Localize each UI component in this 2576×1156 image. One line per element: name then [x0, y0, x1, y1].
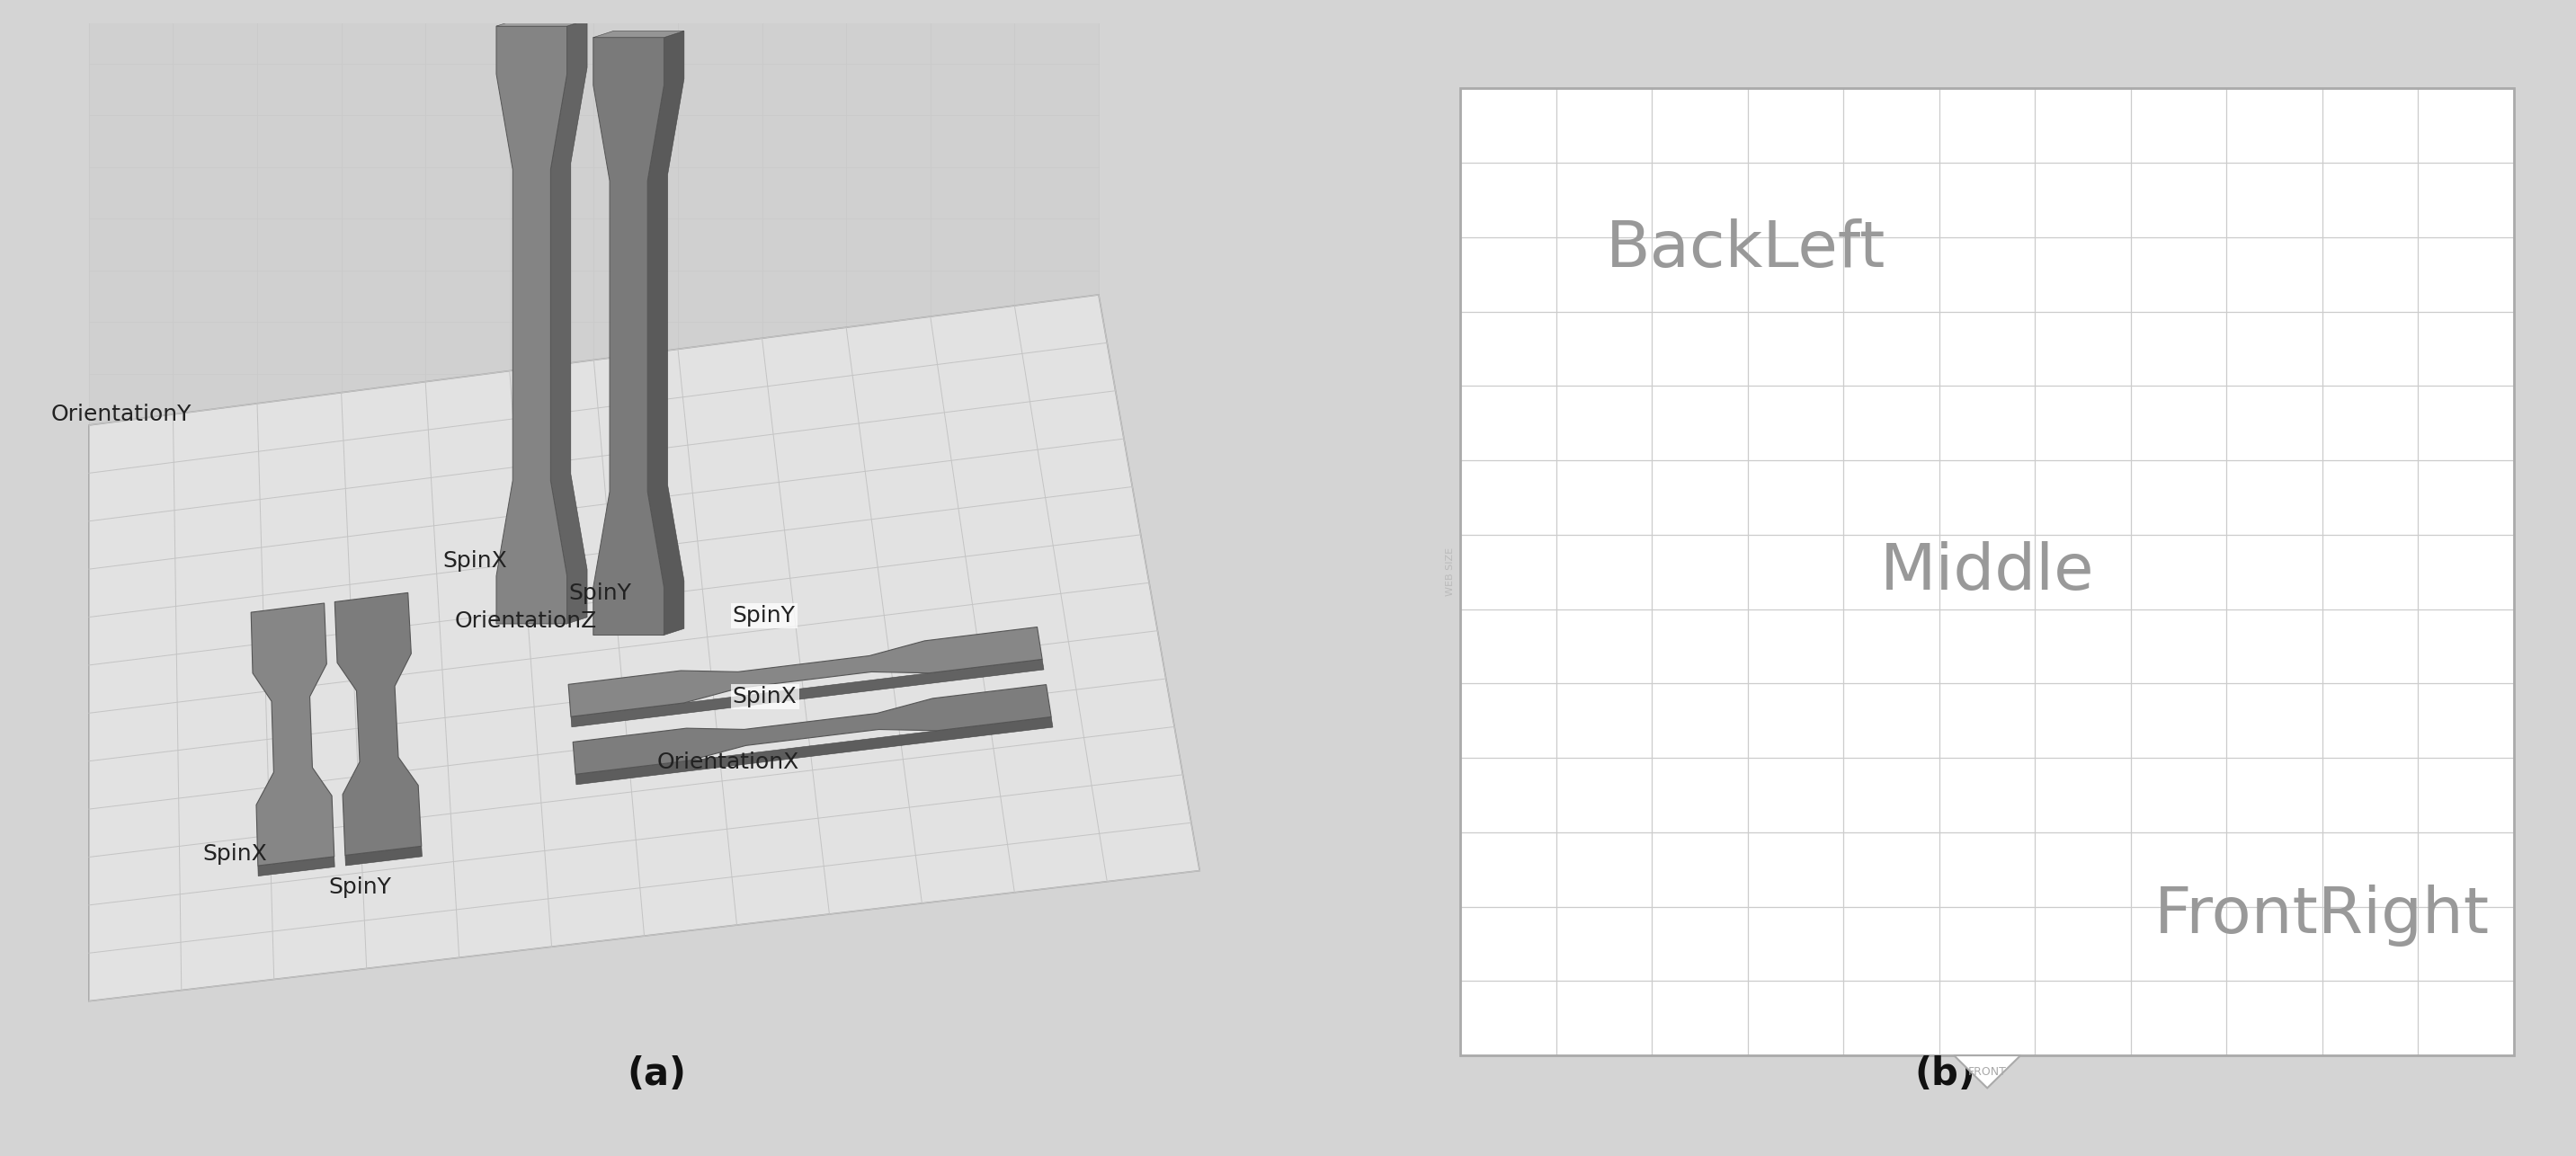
Text: FRONT: FRONT — [1968, 1066, 2007, 1077]
Bar — [1461, 88, 2514, 1055]
Text: SpinX: SpinX — [732, 686, 796, 707]
Polygon shape — [497, 20, 587, 27]
Polygon shape — [250, 603, 335, 866]
Polygon shape — [551, 20, 587, 624]
Bar — [1461, 88, 2514, 1055]
Text: BackLeft: BackLeft — [1605, 218, 1886, 281]
Text: OrientationX: OrientationX — [657, 751, 799, 773]
Text: Middle: Middle — [1880, 541, 2094, 603]
Text: OrientationY: OrientationY — [52, 403, 191, 425]
Text: (b): (b) — [1914, 1055, 1976, 1094]
Polygon shape — [572, 659, 1043, 727]
Polygon shape — [592, 37, 665, 635]
Text: FrontRight: FrontRight — [2154, 884, 2488, 947]
Text: (a): (a) — [626, 1055, 688, 1094]
Text: SpinY: SpinY — [330, 876, 392, 898]
Polygon shape — [88, 13, 1097, 425]
Polygon shape — [335, 593, 422, 855]
Polygon shape — [572, 684, 1051, 775]
Polygon shape — [88, 295, 1200, 1001]
Polygon shape — [592, 31, 685, 37]
Polygon shape — [574, 717, 1054, 785]
Polygon shape — [1955, 1055, 2020, 1088]
Polygon shape — [345, 846, 422, 866]
Polygon shape — [647, 31, 685, 635]
Text: SpinY: SpinY — [569, 583, 631, 605]
Text: OrientationZ: OrientationZ — [456, 610, 598, 631]
Polygon shape — [569, 627, 1043, 717]
Polygon shape — [258, 857, 335, 876]
Text: SpinX: SpinX — [443, 550, 507, 572]
Text: WEB SIZE: WEB SIZE — [1445, 548, 1455, 596]
Text: SpinX: SpinX — [204, 844, 268, 865]
Text: SpinY: SpinY — [732, 605, 796, 627]
Polygon shape — [497, 27, 567, 624]
